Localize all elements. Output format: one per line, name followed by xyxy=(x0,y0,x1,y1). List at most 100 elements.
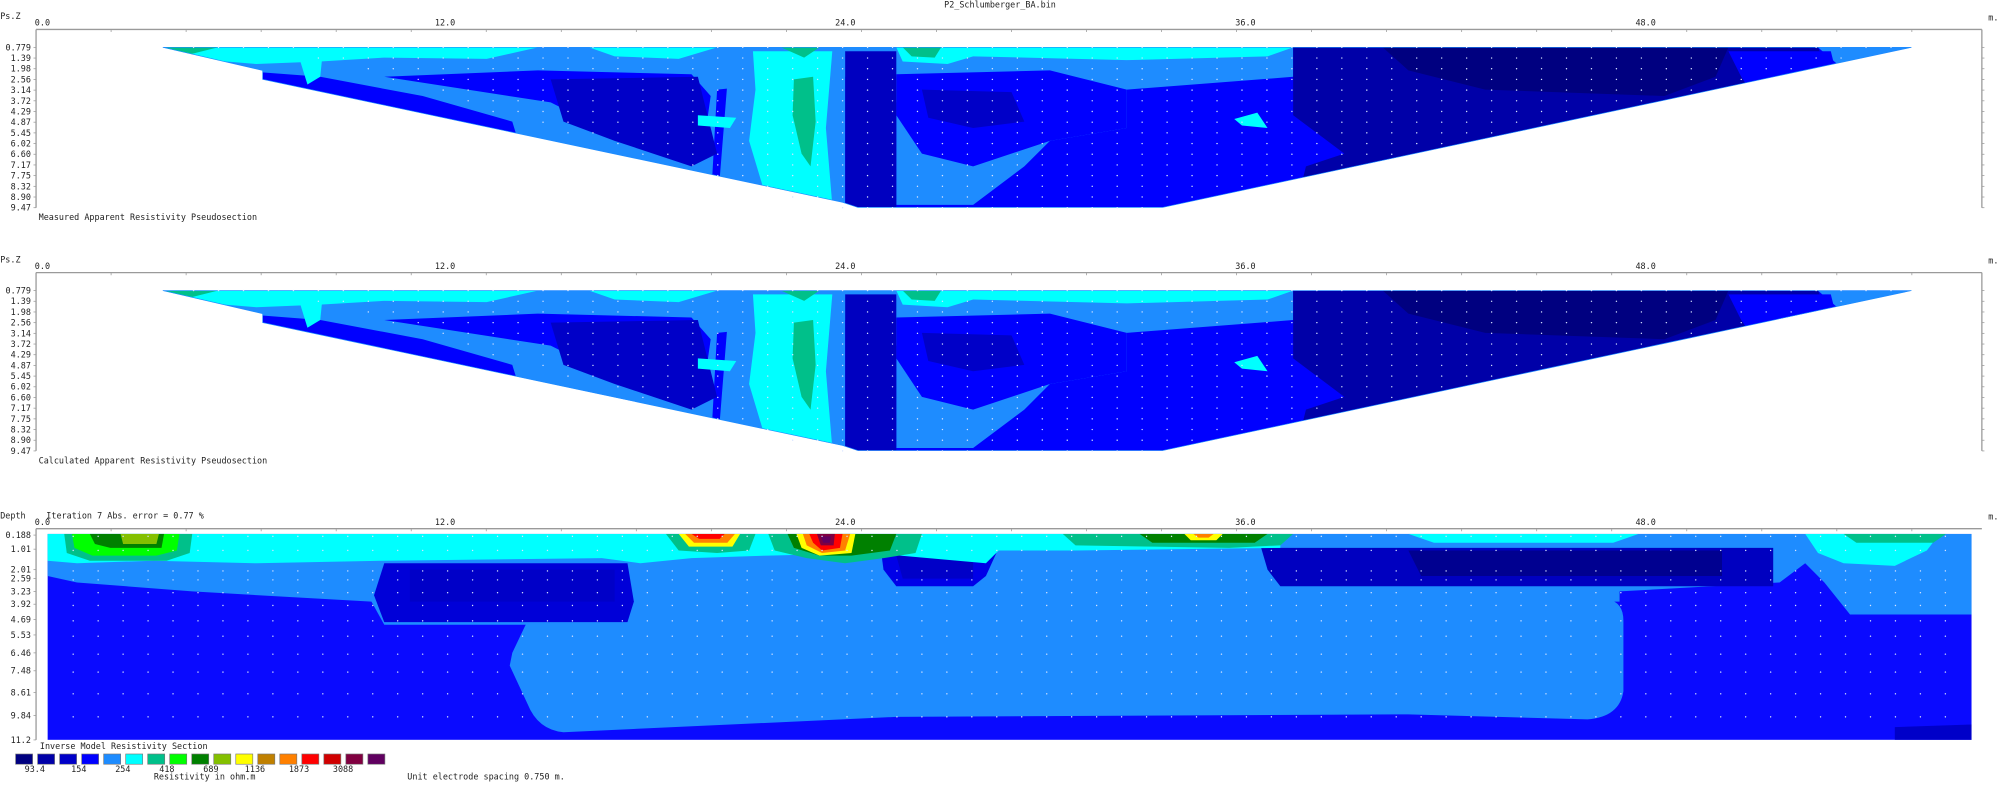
depth-tick-label: 2.01 xyxy=(11,565,31,575)
x-tick-label: 24.0 xyxy=(835,517,855,527)
legend-swatch xyxy=(301,753,320,765)
x-tick-label: 48.0 xyxy=(1635,261,1655,271)
depth-tick-label: 7.17 xyxy=(11,403,31,413)
x-tick-label: 12.0 xyxy=(435,517,455,527)
depth-tick-label: 6.02 xyxy=(11,382,31,392)
x-tick-label: 48.0 xyxy=(1635,18,1655,28)
inverse-caption: Inverse Model Resistivity Section xyxy=(40,741,208,751)
depth-tick-label: 9.47 xyxy=(11,446,31,456)
depth-tick-label: 0.188 xyxy=(6,530,31,540)
measured-pseudosection-panel: Ps.Z Measured Apparent Resistivity Pseud… xyxy=(0,11,1920,222)
depth-tick-label: 3.72 xyxy=(11,96,31,106)
depth-tick-label: 1.98 xyxy=(11,307,31,317)
legend-value-label: 418 xyxy=(159,764,174,774)
depth-tick-label: 3.72 xyxy=(11,339,31,349)
legend-swatch xyxy=(323,753,342,765)
depth-tick-label: 6.60 xyxy=(11,392,31,402)
legend-swatch xyxy=(169,753,188,765)
depth-tick-label: 5.53 xyxy=(11,630,31,640)
depth-tick-label: 2.56 xyxy=(11,74,31,84)
resistivity-unit-label: Resistivity in ohm.m xyxy=(154,772,256,782)
x-unit-label: m. xyxy=(1988,256,1998,266)
legend-swatch xyxy=(37,753,55,765)
depth-tick-label: 0.779 xyxy=(6,286,31,296)
legend-swatch xyxy=(81,753,99,765)
legend-swatch xyxy=(367,753,386,765)
depth-tick-label: 9.47 xyxy=(11,203,31,213)
depth-tick-label: 8.90 xyxy=(11,192,31,202)
legend-swatch xyxy=(213,753,232,765)
file-title: P2_Schlumberger_BA.bin xyxy=(944,0,1056,10)
legend-swatch xyxy=(279,753,298,765)
depth-tick-label: 3.23 xyxy=(11,586,31,596)
legend-swatch xyxy=(103,753,121,765)
depth-tick-label: 1.01 xyxy=(11,544,31,554)
calculated-caption: Calculated Apparent Resistivity Pseudose… xyxy=(39,455,268,465)
measured-depth-axis: 0.7791.391.982.563.143.724.294.875.456.0… xyxy=(6,29,1985,213)
depth-tick-label: 6.46 xyxy=(11,648,31,658)
legend-swatch xyxy=(15,753,33,765)
ps-z-label: Ps.Z xyxy=(0,11,20,21)
inverse-x-axis: 0.0 12.0 24.0 36.0 48.0 m. xyxy=(35,512,1998,532)
depth-tick-label: 4.69 xyxy=(11,615,31,625)
legend-swatch xyxy=(257,753,276,765)
x-tick-label: 24.0 xyxy=(835,261,855,271)
x-tick-label: 36.0 xyxy=(1235,517,1255,527)
depth-tick-label: 8.90 xyxy=(11,435,31,445)
depth-tick-label: 1.39 xyxy=(11,53,31,63)
depth-tick-label: 11.2 xyxy=(11,735,31,745)
depth-tick-label: 4.29 xyxy=(11,350,31,360)
legend-value-label: 154 xyxy=(71,764,86,774)
depth-tick-label: 8.61 xyxy=(11,687,31,697)
depth-tick-label: 5.45 xyxy=(11,128,31,138)
legend-value-label: 3088 xyxy=(333,764,353,774)
x-tick-label: 12.0 xyxy=(435,261,455,271)
x-tick-label: 0.0 xyxy=(35,18,50,28)
calculated-pseudosection-panel: Ps.Z Calculated Apparent Resistivity Pse… xyxy=(0,254,1920,465)
legend-value-label: 689 xyxy=(203,764,218,774)
inverse-model-contours xyxy=(47,533,1972,740)
legend-swatch xyxy=(191,753,210,765)
legend-swatch xyxy=(125,753,144,765)
x-tick-label: 12.0 xyxy=(435,18,455,28)
measured-pseudosection-contours xyxy=(154,38,1921,217)
depth-tick-label: 7.17 xyxy=(11,160,31,170)
depth-tick-label: 6.02 xyxy=(11,139,31,149)
legend-value-label: 1136 xyxy=(245,764,265,774)
depth-label: Depth xyxy=(0,510,25,520)
legend-swatch xyxy=(147,753,166,765)
depth-tick-label: 8.32 xyxy=(11,424,31,434)
x-unit-label: m. xyxy=(1988,512,1998,522)
legend-value-label: 254 xyxy=(115,764,130,774)
depth-tick-label: 7.75 xyxy=(11,171,31,181)
depth-tick-label: 8.32 xyxy=(11,181,31,191)
measured-caption: Measured Apparent Resistivity Pseudosect… xyxy=(39,212,257,222)
legend-value-label: 93.4 xyxy=(25,764,45,774)
x-tick-label: 36.0 xyxy=(1235,18,1255,28)
inverse-depth-axis: 0.188 1.01 2.012.59 3.23 3.92 4.69 5.53 6.46 7.4… xyxy=(6,528,37,745)
depth-tick-label: 5.45 xyxy=(11,371,31,381)
depth-tick-label: 2.59 xyxy=(11,574,31,584)
x-tick-label: 0.0 xyxy=(35,261,50,271)
depth-tick-label: 6.60 xyxy=(11,149,31,159)
inverse-model-panel: Depth Iteration 7 Abs. error = 0.77 % xyxy=(0,510,1972,751)
depth-tick-label: 7.48 xyxy=(11,666,31,676)
x-tick-label: 0.0 xyxy=(35,517,50,527)
calculated-x-axis: 0.0 12.0 24.0 36.0 48.0 m. xyxy=(35,256,1998,276)
x-tick-label: 36.0 xyxy=(1235,261,1255,271)
depth-tick-label: 3.14 xyxy=(11,85,31,95)
legend-value-label: 1873 xyxy=(289,764,309,774)
legend-swatch xyxy=(235,753,254,765)
depth-tick-label: 9.84 xyxy=(11,711,31,721)
x-tick-label: 48.0 xyxy=(1635,517,1655,527)
x-tick-label: 24.0 xyxy=(835,18,855,28)
depth-tick-label: 3.14 xyxy=(11,328,31,338)
depth-tick-label: 4.87 xyxy=(11,360,31,370)
depth-tick-label: 4.29 xyxy=(11,106,31,116)
legend-swatch xyxy=(59,753,77,765)
depth-tick-label: 4.87 xyxy=(11,117,31,127)
measured-x-axis: 0.0 12.0 24.0 36.0 48.0 m. xyxy=(35,12,1998,33)
depth-tick-label: 0.779 xyxy=(6,42,31,52)
depth-tick-label: 2.56 xyxy=(11,318,31,328)
